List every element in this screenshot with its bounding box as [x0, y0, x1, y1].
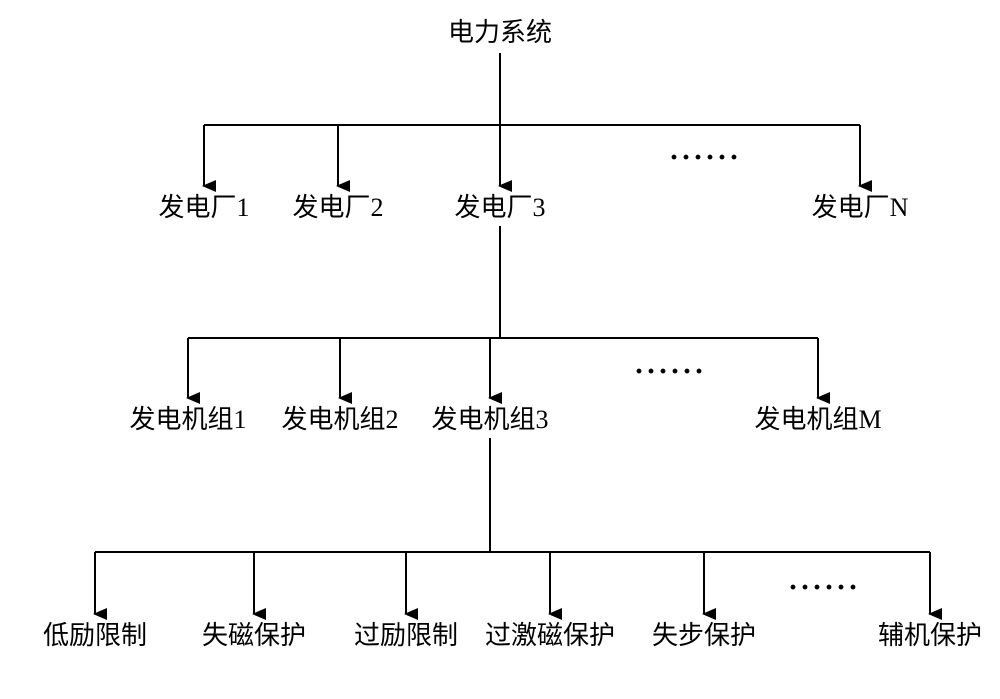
plantN-label: 发电厂N	[812, 193, 909, 222]
outstep-label: 失步保护	[652, 621, 756, 650]
level1-ellipsis: ······	[669, 141, 741, 174]
level2-ellipsis: ······	[634, 355, 706, 388]
plant2-label: 发电厂2	[292, 193, 383, 222]
unit1-label: 发电机组1	[129, 405, 246, 434]
tree-diagram: 电力系统发电厂1 发电厂2 发电厂3 发电厂N ······ 发电机组1 发电机组2 发电机组…	[0, 0, 1000, 699]
aux-label: 辅机保护	[878, 621, 982, 650]
lowexc-label: 低励限制	[43, 621, 147, 650]
plant3-label: 发电厂3	[454, 193, 545, 222]
overmag-label: 过激磁保护	[485, 621, 615, 650]
level3-ellipsis: ······	[788, 571, 860, 604]
unit3-label: 发电机组3	[431, 405, 548, 434]
plant1-label: 发电厂1	[158, 193, 249, 222]
unit2-label: 发电机组2	[281, 405, 398, 434]
root-label: 电力系统	[448, 18, 552, 47]
labels: 电力系统发电厂1 发电厂2 发电厂3 发电厂N ······ 发电机组1 发电机组2 发电机组…	[43, 18, 982, 650]
lossmag-label: 失磁保护	[202, 621, 306, 650]
unitM-label: 发电机组M	[754, 405, 881, 434]
overexc-label: 过励限制	[354, 621, 458, 650]
edges	[95, 53, 930, 614]
